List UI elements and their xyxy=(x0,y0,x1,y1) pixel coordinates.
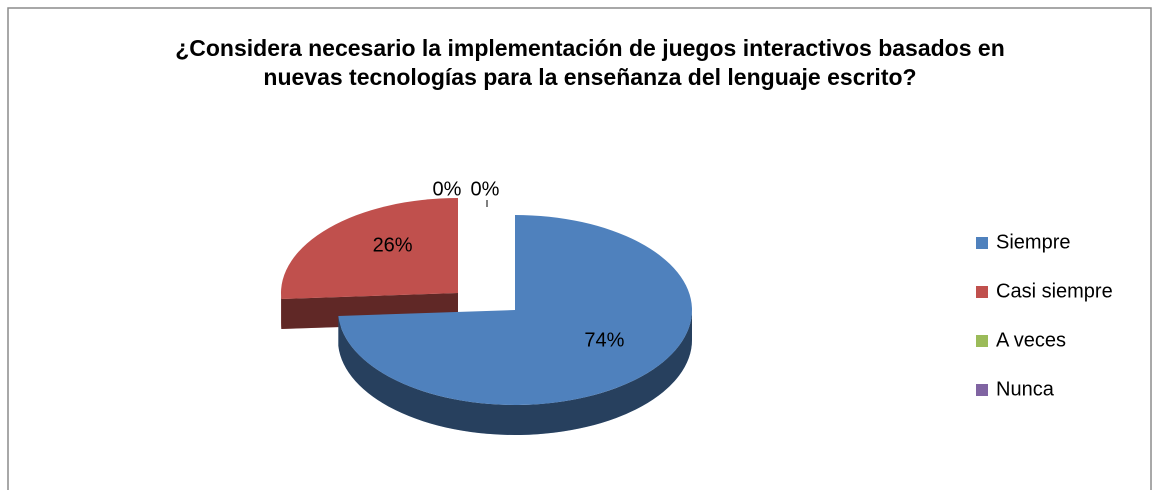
slice xyxy=(281,198,458,299)
legend-swatch xyxy=(976,286,988,298)
chart-border xyxy=(7,7,1152,490)
legend-swatch xyxy=(976,384,988,396)
slice-side-shade xyxy=(338,310,692,435)
data-label: 0% xyxy=(433,178,462,200)
legend-label: Nunca xyxy=(996,378,1055,400)
data-label: 26% xyxy=(373,234,413,256)
legend-label: Siempre xyxy=(996,231,1070,253)
chart-title: ¿Considera necesario la implementación d… xyxy=(175,35,1005,90)
legend-label: Casi siempre xyxy=(996,280,1113,302)
slice xyxy=(338,215,692,406)
data-label: 0% xyxy=(471,178,500,200)
legend-label: A veces xyxy=(996,329,1066,351)
legend-swatch xyxy=(976,335,988,347)
data-label: 74% xyxy=(584,329,624,351)
legend-swatch xyxy=(976,237,988,249)
